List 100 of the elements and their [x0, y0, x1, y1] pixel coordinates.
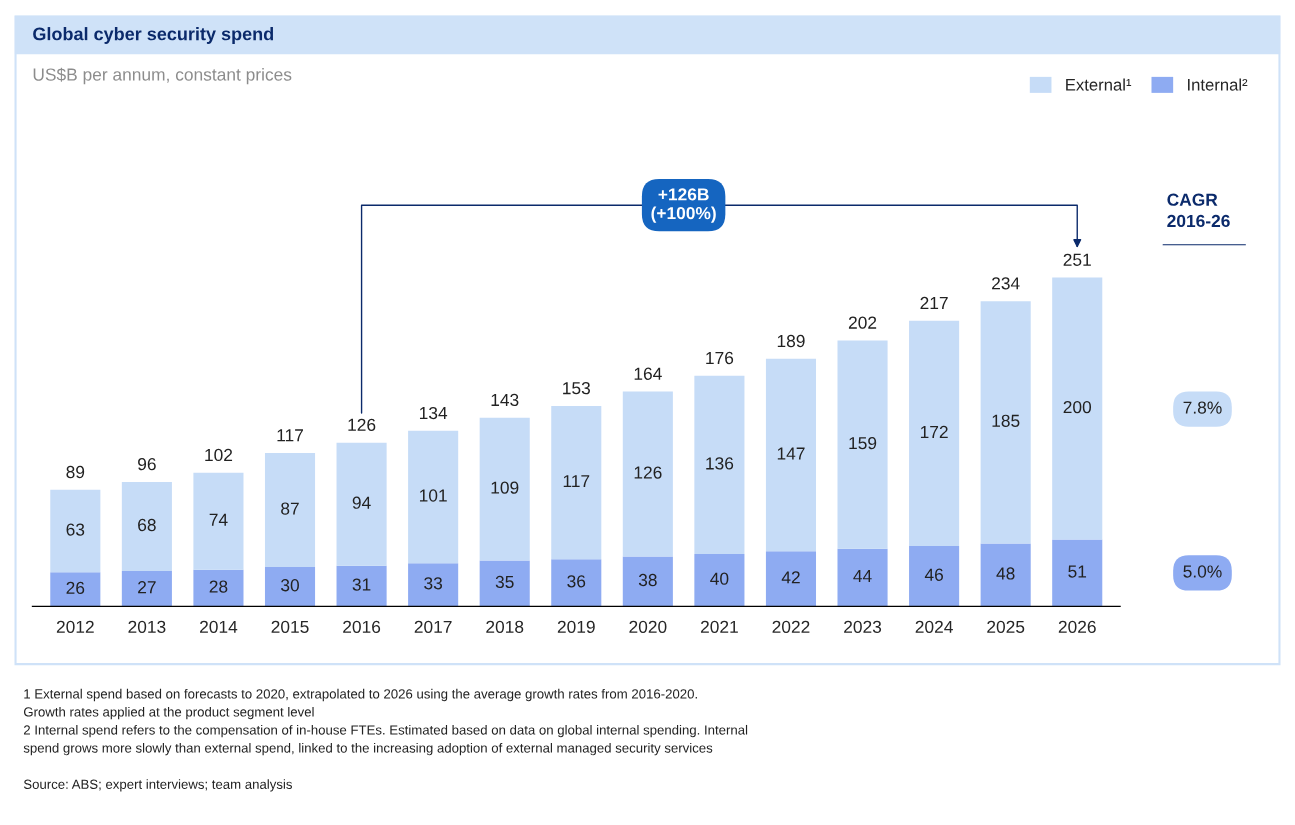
bar: [980, 543, 1031, 607]
bar: [121, 571, 172, 607]
total-label: 153: [563, 382, 590, 395]
source-note: Source: ABS; expert interviews; team analysis: [23, 779, 292, 792]
data-label: 51: [1068, 565, 1087, 578]
chart-title: Global cyber security spend: [33, 27, 274, 44]
data-label: 33: [424, 577, 443, 590]
x-tick-label: 2021: [700, 620, 738, 634]
total-label: 251: [1063, 253, 1091, 266]
total-label: 96: [138, 457, 156, 471]
bar: [264, 567, 316, 607]
bar: [909, 320, 960, 547]
bar: [1052, 539, 1103, 607]
bar: [622, 556, 673, 607]
total-label: 189: [777, 334, 805, 348]
data-label: 87: [281, 502, 299, 515]
text: 1 External spend based on forecasts to 2020, extrapolated to 2026 using the average growth rates from 2016-2020. Growth rates applied at the product segment level 2 Internal spend refers to the compensation of in-house FTEs. Estimated based on data on global internal spending. Internal spend grows more slowly than external spend, linked to the increasing adoption of external managed security services: [23, 688, 748, 756]
total-label: 126: [348, 418, 376, 431]
total-label: 134: [419, 406, 448, 420]
x-tick-label: 2026: [1058, 620, 1096, 634]
x-tick-label: 2016: [343, 620, 381, 634]
data-label: 63: [66, 523, 85, 536]
bar: [1052, 277, 1103, 540]
data-label: 46: [924, 568, 943, 581]
x-tick-label: 2017: [414, 620, 452, 634]
bar: [408, 430, 459, 564]
x-tick-label: 2025: [987, 620, 1025, 634]
bar: [551, 405, 602, 560]
bar: [408, 563, 459, 607]
total-label: 102: [205, 448, 233, 462]
data-label: 147: [777, 447, 805, 460]
bar: [837, 548, 888, 607]
x-tick-label: 2022: [772, 620, 810, 634]
chart-subtitle: US$B per annum, constant prices: [33, 67, 292, 85]
total-label: 117: [277, 429, 303, 442]
data-label: 74: [209, 513, 228, 526]
total-label: 164: [634, 367, 662, 380]
data-label: 94: [352, 496, 371, 509]
data-label: 101: [419, 489, 447, 502]
data-label: 31: [352, 578, 371, 591]
bar: [694, 553, 745, 607]
x-tick-label: 2023: [844, 620, 882, 634]
bar: [694, 375, 745, 554]
bar: [980, 301, 1031, 544]
data-label: 26: [66, 581, 85, 595]
total-label: 234: [992, 277, 1020, 290]
bar: [50, 572, 101, 607]
data-label: 185: [992, 414, 1020, 427]
text: 5.0%: [1183, 565, 1222, 578]
data-label: 36: [567, 575, 586, 588]
x-tick-label: 2014: [200, 620, 238, 634]
total-label: 143: [491, 393, 519, 407]
x-tick-label: 2020: [629, 620, 667, 634]
data-label: 68: [138, 518, 156, 532]
bar: [121, 481, 172, 572]
data-label: 30: [281, 579, 299, 592]
data-label: 44: [853, 570, 872, 583]
text: CAGR 2016-26: [1167, 193, 1230, 228]
data-label: 109: [491, 481, 519, 494]
legend-label: Internal²: [1188, 78, 1248, 91]
bar: [909, 546, 960, 607]
data-label: 117: [563, 475, 590, 488]
data-label: 126: [634, 466, 662, 479]
total-label: 217: [920, 296, 948, 309]
bar: [479, 417, 530, 561]
text: +126B (+100%): [651, 188, 716, 223]
x-tick-label: 2024: [915, 620, 953, 634]
data-label: 40: [710, 572, 729, 585]
bar: [765, 358, 817, 552]
x-tick-label: 2019: [557, 620, 595, 634]
text: 7.8%: [1183, 401, 1222, 414]
x-tick-label: 2018: [486, 620, 524, 634]
bar: [622, 391, 673, 557]
total-label: 89: [66, 465, 85, 479]
data-label: 136: [706, 457, 734, 470]
bar: [479, 560, 530, 607]
legend-label: External¹: [1066, 78, 1132, 91]
data-label: 172: [920, 425, 948, 438]
data-label: 42: [781, 571, 800, 584]
x-tick-label: 2012: [56, 620, 94, 634]
data-label: 28: [209, 580, 228, 593]
total-label: 176: [706, 351, 734, 365]
bar: [50, 489, 101, 573]
bar: [336, 565, 387, 607]
total-label: 202: [848, 316, 877, 329]
bar: [336, 442, 387, 566]
data-label: 38: [638, 573, 657, 587]
bar: [837, 340, 888, 549]
data-label: 48: [996, 567, 1015, 580]
x-tick-label: 2013: [128, 620, 166, 634]
bar: [193, 472, 244, 570]
bar: [551, 559, 602, 607]
bar: [765, 551, 817, 607]
data-label: 200: [1063, 400, 1092, 414]
bar: [264, 453, 316, 568]
data-label: 35: [495, 575, 514, 589]
bar: [193, 569, 244, 607]
data-label: 27: [138, 581, 156, 594]
x-tick-label: 2015: [271, 620, 309, 634]
data-label: 159: [849, 436, 877, 450]
